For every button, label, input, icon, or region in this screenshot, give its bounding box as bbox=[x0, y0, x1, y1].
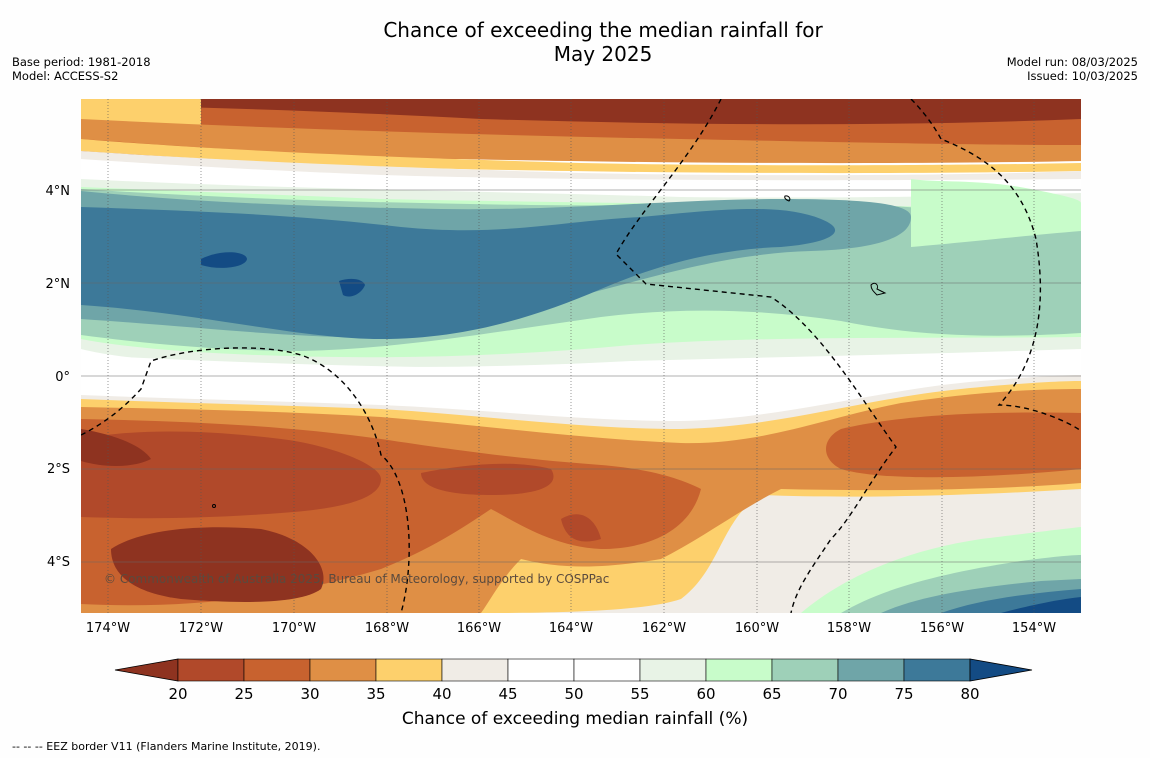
colorbar-swatch bbox=[177, 658, 245, 682]
map-title-line1: Chance of exceeding the median rainfall … bbox=[383, 18, 823, 42]
lon-label-156w: 156°W bbox=[919, 621, 965, 636]
eez-footnote: -- -- -- EEZ border V11 (Flanders Marine… bbox=[12, 740, 321, 753]
west-darkest-patch bbox=[81, 429, 151, 466]
meta-right: Model run: 08/03/2025 Issued: 10/03/2025 bbox=[1007, 55, 1138, 83]
colorbar-swatch bbox=[243, 658, 311, 682]
south-west-darkest-patch bbox=[111, 527, 324, 602]
south-west-rust-patch bbox=[81, 431, 381, 519]
lon-label-168w: 168°W bbox=[364, 621, 410, 636]
colorbar-label: Chance of exceeding median rainfall (%) bbox=[401, 709, 749, 729]
rainfall-map-svg bbox=[81, 99, 1081, 613]
colorbar-swatch bbox=[837, 658, 905, 682]
model-run: Model run: 08/03/2025 bbox=[1006, 55, 1138, 69]
north-blue-band bbox=[81, 207, 836, 339]
colorbar-swatch bbox=[441, 658, 509, 682]
colorbar-tick-25: 25 bbox=[234, 685, 254, 703]
colorbar-tick-50: 50 bbox=[564, 685, 584, 703]
lat-label-4n: 4°N bbox=[45, 184, 71, 199]
colorbar-tick-40: 40 bbox=[432, 685, 452, 703]
lon-label-170w: 170°W bbox=[271, 621, 317, 636]
lat-label-4s: 4°S bbox=[46, 555, 70, 570]
colorbar-tick-60: 60 bbox=[696, 685, 716, 703]
colorbar-swatch bbox=[573, 658, 641, 682]
colorbar-tick-80: 80 bbox=[960, 685, 980, 703]
colorbar-tick-45: 45 bbox=[498, 685, 518, 703]
eez-borders bbox=[81, 99, 1081, 613]
lon-label-158w: 158°W bbox=[826, 621, 872, 636]
rainfall-map bbox=[81, 99, 1081, 613]
east-teal-patch bbox=[871, 228, 1081, 332]
lon-label-166w: 166°W bbox=[456, 621, 502, 636]
copyright-notice: © Commonwealth of Australia 2025, Bureau… bbox=[104, 572, 610, 586]
lat-label-0: 0° bbox=[55, 370, 70, 385]
south-east-dark-blue bbox=[1001, 597, 1081, 613]
lat-label-2s: 2°S bbox=[46, 462, 70, 477]
issued-date: Issued: 10/03/2025 bbox=[1027, 69, 1138, 83]
equator-white-band bbox=[81, 355, 1081, 389]
colorbar-swatch bbox=[771, 658, 839, 682]
east-green-patch bbox=[911, 179, 1081, 247]
lon-label-154w: 154°W bbox=[1011, 621, 1057, 636]
map-title: Chance of exceeding the median rainfall … bbox=[0, 18, 1150, 66]
latitude-gridlines bbox=[81, 189, 1081, 563]
meta-left: Base period: 1981-2018 Model: ACCESS-S2 bbox=[12, 55, 151, 83]
south-east-dark-orange-patch bbox=[826, 412, 1081, 478]
lon-label-162w: 162°W bbox=[641, 621, 687, 636]
colorbar-tick-75: 75 bbox=[894, 685, 914, 703]
lon-label-164w: 164°W bbox=[548, 621, 594, 636]
colorbar-swatch bbox=[375, 658, 443, 682]
colorbar-swatch bbox=[705, 658, 773, 682]
dark-blue-spot-1 bbox=[201, 252, 247, 268]
colorbar-tick-20: 20 bbox=[168, 685, 188, 703]
islands bbox=[212, 195, 887, 508]
colorbar-tick-70: 70 bbox=[828, 685, 848, 703]
lon-label-160w: 160°W bbox=[734, 621, 780, 636]
base-period: Base period: 1981-2018 bbox=[12, 55, 151, 69]
dark-blue-spot-2 bbox=[339, 278, 365, 297]
north-very-dry-band bbox=[81, 99, 1081, 125]
lat-label-2n: 2°N bbox=[45, 277, 71, 292]
lon-label-174w: 174°W bbox=[85, 621, 131, 636]
colorbar-swatch bbox=[309, 658, 377, 682]
lon-label-172w: 172°W bbox=[178, 621, 224, 636]
map-title-line2: May 2025 bbox=[553, 42, 653, 66]
colorbar-tick-65: 65 bbox=[762, 685, 782, 703]
north-orange-band bbox=[81, 119, 1081, 164]
colorbar-swatch bbox=[639, 658, 707, 682]
colorbar-swatch bbox=[903, 658, 971, 682]
south-central-rust-patch bbox=[421, 463, 554, 495]
colorbar-extend-low bbox=[114, 658, 179, 682]
colorbar bbox=[110, 656, 1040, 686]
colorbar-swatch bbox=[507, 658, 575, 682]
model-name: Model: ACCESS-S2 bbox=[12, 69, 119, 83]
colorbar-svg bbox=[114, 658, 1033, 682]
colorbar-tick-55: 55 bbox=[630, 685, 650, 703]
colorbar-tick-30: 30 bbox=[300, 685, 320, 703]
north-grey-band bbox=[81, 151, 1081, 181]
colorbar-tick-35: 35 bbox=[366, 685, 386, 703]
colorbar-extend-high bbox=[969, 658, 1033, 682]
